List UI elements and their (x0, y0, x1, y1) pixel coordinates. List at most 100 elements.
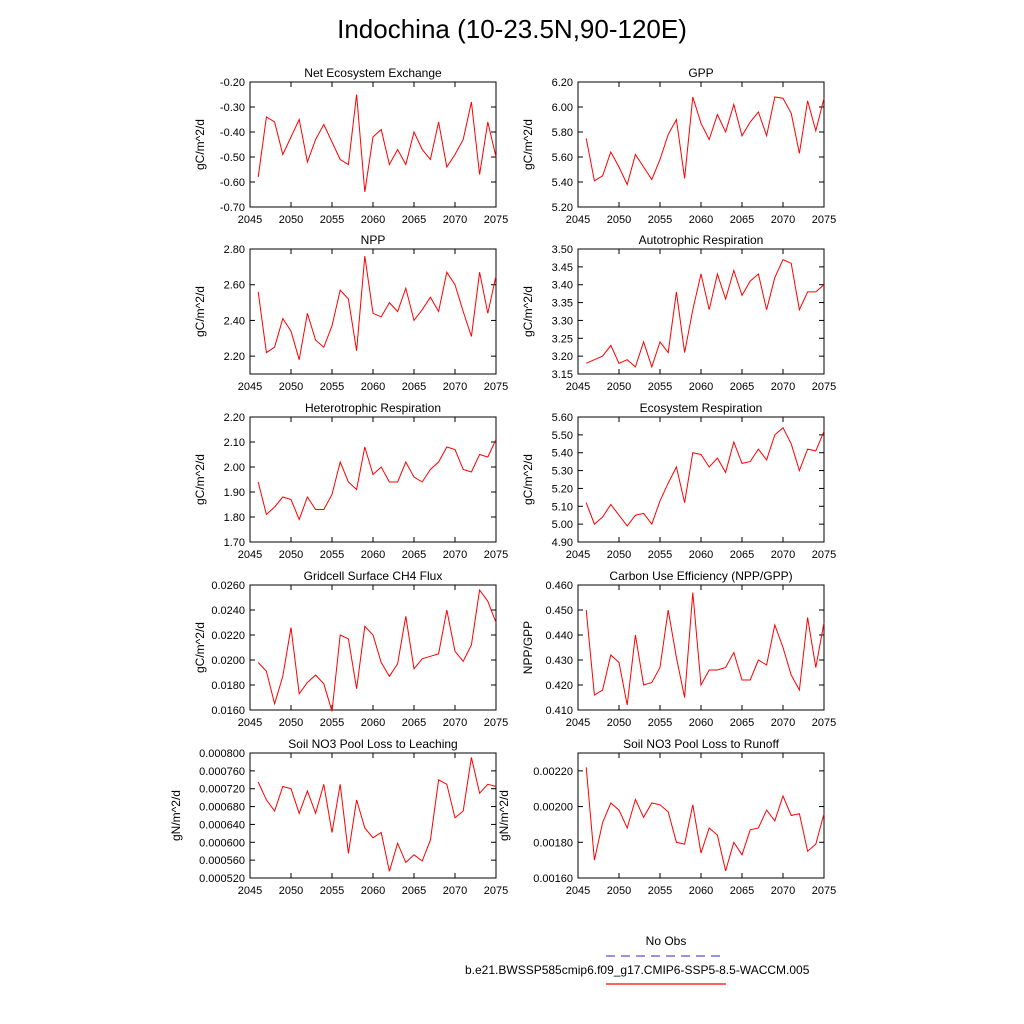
y-tick-label: 0.000520 (199, 873, 245, 885)
y-tick-label: 3.50 (552, 244, 573, 256)
x-tick-label: 2065 (730, 717, 754, 729)
panel-title: Heterotrophic Respiration (305, 401, 441, 415)
x-tick-label: 2070 (443, 717, 467, 729)
y-tick-label: 0.0200 (211, 655, 245, 667)
x-tick-label: 2050 (279, 214, 303, 226)
y-axis-label: NPP/GPP (521, 621, 535, 674)
x-tick-label: 2045 (566, 717, 590, 729)
y-tick-label: 0.430 (545, 655, 573, 667)
x-tick-label: 2065 (402, 214, 426, 226)
y-tick-label: 0.000760 (199, 766, 245, 778)
panel-2: GPP 2045 2050 2055 2060 2065 2070 2075 5.20 5.40 5… (521, 66, 836, 226)
x-tick-label: 2065 (402, 381, 426, 393)
y-axis-label: gC/m^2/d (193, 119, 207, 170)
y-tick-label: 2.20 (224, 412, 245, 424)
y-tick-label: 0.00180 (533, 837, 573, 849)
x-tick-label: 2045 (566, 214, 590, 226)
x-tick-label: 2060 (361, 717, 385, 729)
y-tick-label: -0.60 (220, 177, 245, 189)
y-axis-label: gN/m^2/d (169, 790, 183, 841)
y-tick-label: 0.000800 (199, 748, 245, 760)
figure-title: Indochina (10-23.5N,90-120E) (337, 14, 687, 44)
series-line (257, 439, 497, 521)
x-tick-label: 2045 (238, 381, 262, 393)
x-tick-label: 2070 (443, 885, 467, 897)
y-tick-label: 0.0220 (211, 630, 245, 642)
y-axis-label: gC/m^2/d (193, 286, 207, 337)
y-tick-label: 1.80 (224, 512, 245, 524)
y-tick-label: 3.35 (552, 298, 573, 310)
panel-title: Autotrophic Respiration (639, 233, 764, 247)
panel-title: GPP (688, 66, 713, 80)
panel-8: Carbon Use Efficiency (NPP/GPP) 2045 2050 2… (521, 569, 836, 729)
x-tick-label: 2075 (812, 381, 836, 393)
x-tick-label: 2055 (648, 885, 672, 897)
y-tick-label: 2.60 (224, 280, 245, 292)
y-tick-label: 5.20 (552, 202, 573, 214)
x-tick-label: 2045 (238, 549, 262, 561)
y-tick-label: 5.10 (552, 501, 573, 513)
x-tick-label: 2075 (484, 381, 508, 393)
x-tick-label: 2065 (730, 214, 754, 226)
x-tick-label: 2060 (361, 214, 385, 226)
x-tick-label: 2045 (566, 549, 590, 561)
x-tick-label: 2065 (730, 885, 754, 897)
x-tick-label: 2050 (279, 549, 303, 561)
x-tick-label: 2050 (607, 214, 631, 226)
series-line (257, 256, 497, 360)
x-tick-label: 2045 (566, 885, 590, 897)
x-tick-label: 2070 (771, 885, 795, 897)
y-tick-label: 0.0240 (211, 605, 245, 617)
x-tick-label: 2060 (361, 549, 385, 561)
y-tick-label: 0.000600 (199, 837, 245, 849)
y-tick-label: 3.30 (552, 315, 573, 327)
y-tick-label: 5.30 (552, 466, 573, 478)
panel-3: NPP 2045 2050 2055 2060 2065 2070 2075 2.20 2.40 2… (193, 233, 508, 393)
y-tick-label: 4.90 (552, 537, 573, 549)
x-tick-label: 2045 (238, 717, 262, 729)
x-tick-label: 2075 (484, 717, 508, 729)
y-tick-label: -0.20 (220, 77, 245, 89)
y-tick-label: 5.20 (552, 483, 573, 495)
y-axis-label: gC/m^2/d (193, 622, 207, 673)
series-line (585, 96, 825, 186)
x-tick-label: 2075 (812, 885, 836, 897)
x-tick-label: 2055 (648, 214, 672, 226)
x-tick-label: 2045 (566, 381, 590, 393)
y-tick-label: 5.50 (552, 430, 573, 442)
y-tick-label: 5.00 (552, 519, 573, 531)
legend-obs-label: No Obs (645, 934, 687, 948)
legend-case-label: b.e21.BWSSP585cmip6.f09_g17.CMIP6-SSP5-8… (465, 963, 810, 977)
x-tick-label: 2065 (402, 549, 426, 561)
x-tick-label: 2045 (238, 214, 262, 226)
x-tick-label: 2060 (689, 214, 713, 226)
panel-5: Heterotrophic Respiration 2045 2050 2055 206… (193, 401, 508, 561)
x-tick-label: 2060 (361, 381, 385, 393)
x-tick-label: 2075 (812, 717, 836, 729)
panel-9: Soil NO3 Pool Loss to Leaching 2045 2050 20… (169, 737, 508, 897)
series-line (585, 259, 825, 369)
panel-10: Soil NO3 Pool Loss to Runoff 2045 2050 2055… (497, 737, 836, 897)
panel-title: Ecosystem Respiration (640, 401, 763, 415)
x-tick-label: 2060 (689, 717, 713, 729)
series-line (585, 426, 825, 527)
panel-title: NPP (361, 233, 386, 247)
panel-title: Soil NO3 Pool Loss to Runoff (623, 737, 780, 751)
y-tick-label: 0.440 (545, 630, 573, 642)
x-tick-label: 2050 (279, 381, 303, 393)
y-tick-label: 0.000640 (199, 819, 245, 831)
y-tick-label: 0.000560 (199, 855, 245, 867)
y-tick-label: 0.410 (545, 705, 573, 717)
series-line (585, 767, 825, 872)
panel-title: Gridcell Surface CH4 Flux (304, 569, 443, 583)
series-line (257, 94, 497, 193)
x-tick-label: 2065 (402, 885, 426, 897)
y-tick-label: 0.460 (545, 580, 573, 592)
y-axis-label: gC/m^2/d (193, 454, 207, 505)
y-tick-label: -0.70 (220, 202, 245, 214)
x-tick-label: 2060 (689, 549, 713, 561)
y-tick-label: 0.450 (545, 605, 573, 617)
y-tick-label: -0.40 (220, 127, 245, 139)
